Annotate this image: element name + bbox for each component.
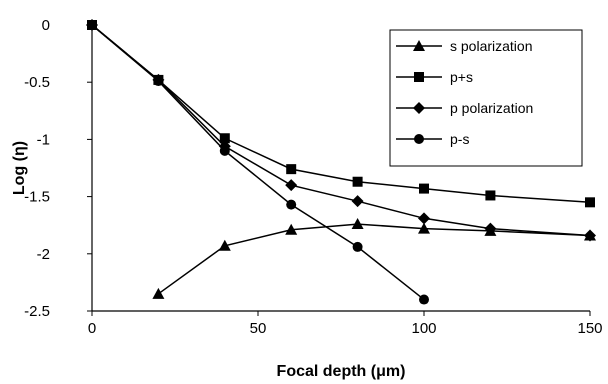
x-tick-label: 150 bbox=[577, 320, 602, 337]
y-tick-label: 0 bbox=[42, 17, 50, 34]
data-point-square bbox=[219, 133, 230, 144]
x-tick-label: 0 bbox=[88, 320, 96, 337]
legend-item: p+s bbox=[396, 69, 473, 85]
data-point-circle bbox=[153, 76, 164, 87]
series-line bbox=[91, 24, 591, 204]
legend-item: p-s bbox=[396, 131, 469, 147]
data-point-square bbox=[419, 183, 429, 194]
data-point-diamond bbox=[418, 212, 430, 225]
y-tick-label: -0.5 bbox=[24, 74, 50, 91]
legend-marker-square bbox=[414, 72, 424, 82]
data-point-diamond bbox=[484, 222, 497, 235]
legend-label: s polarization bbox=[450, 38, 533, 54]
data-point-triangle bbox=[418, 222, 430, 234]
data-point-square bbox=[286, 164, 297, 175]
x-tick-label: 50 bbox=[250, 320, 267, 337]
series-layer bbox=[86, 19, 596, 305]
data-point-square bbox=[485, 190, 496, 201]
data-point-circle bbox=[286, 199, 297, 210]
legend-box bbox=[389, 29, 583, 167]
y-tick-label: -1.5 bbox=[24, 189, 50, 206]
legend-item: s polarization bbox=[396, 38, 533, 54]
y-tick-label: -2 bbox=[37, 246, 50, 263]
data-point-triangle bbox=[285, 223, 298, 235]
x-tick-label: 100 bbox=[411, 320, 436, 337]
legend-marker-circle bbox=[414, 134, 424, 144]
data-point-circle bbox=[87, 20, 97, 30]
series-line bbox=[157, 223, 591, 295]
data-point-diamond bbox=[351, 195, 364, 208]
legend-label: p polarization bbox=[450, 100, 533, 116]
axes: 0 -0.5 -1 -1.5 -2 -2.5 0 50 100 150 Focal depth (μ… bbox=[11, 17, 603, 380]
data-point-triangle bbox=[152, 287, 165, 299]
data-point-square bbox=[352, 176, 363, 187]
series-line bbox=[91, 24, 591, 237]
legend-label: p-s bbox=[450, 131, 469, 147]
legend: s polarization p+s p polarization p-s bbox=[389, 29, 583, 167]
series-triangle bbox=[152, 218, 596, 299]
series-line bbox=[91, 24, 425, 301]
data-point-circle bbox=[219, 145, 230, 156]
legend-marker-diamond bbox=[413, 102, 425, 114]
legend-label: p+s bbox=[450, 69, 473, 85]
series-circle bbox=[87, 20, 429, 305]
x-axis-title: Focal depth (μm) bbox=[277, 363, 406, 380]
legend-marker-triangle bbox=[413, 40, 425, 51]
data-point-triangle bbox=[218, 239, 231, 251]
legend-item: p polarization bbox=[396, 100, 533, 116]
data-point-diamond bbox=[584, 229, 596, 242]
y-tick-label: -1 bbox=[37, 131, 50, 148]
data-point-circle bbox=[419, 294, 429, 305]
data-point-triangle bbox=[351, 218, 364, 230]
y-tick-label: -2.5 bbox=[24, 303, 50, 320]
y-axis-title: Log (η) bbox=[11, 141, 28, 195]
data-point-diamond bbox=[285, 179, 298, 192]
data-point-square bbox=[585, 197, 595, 208]
data-point-circle bbox=[352, 241, 363, 252]
